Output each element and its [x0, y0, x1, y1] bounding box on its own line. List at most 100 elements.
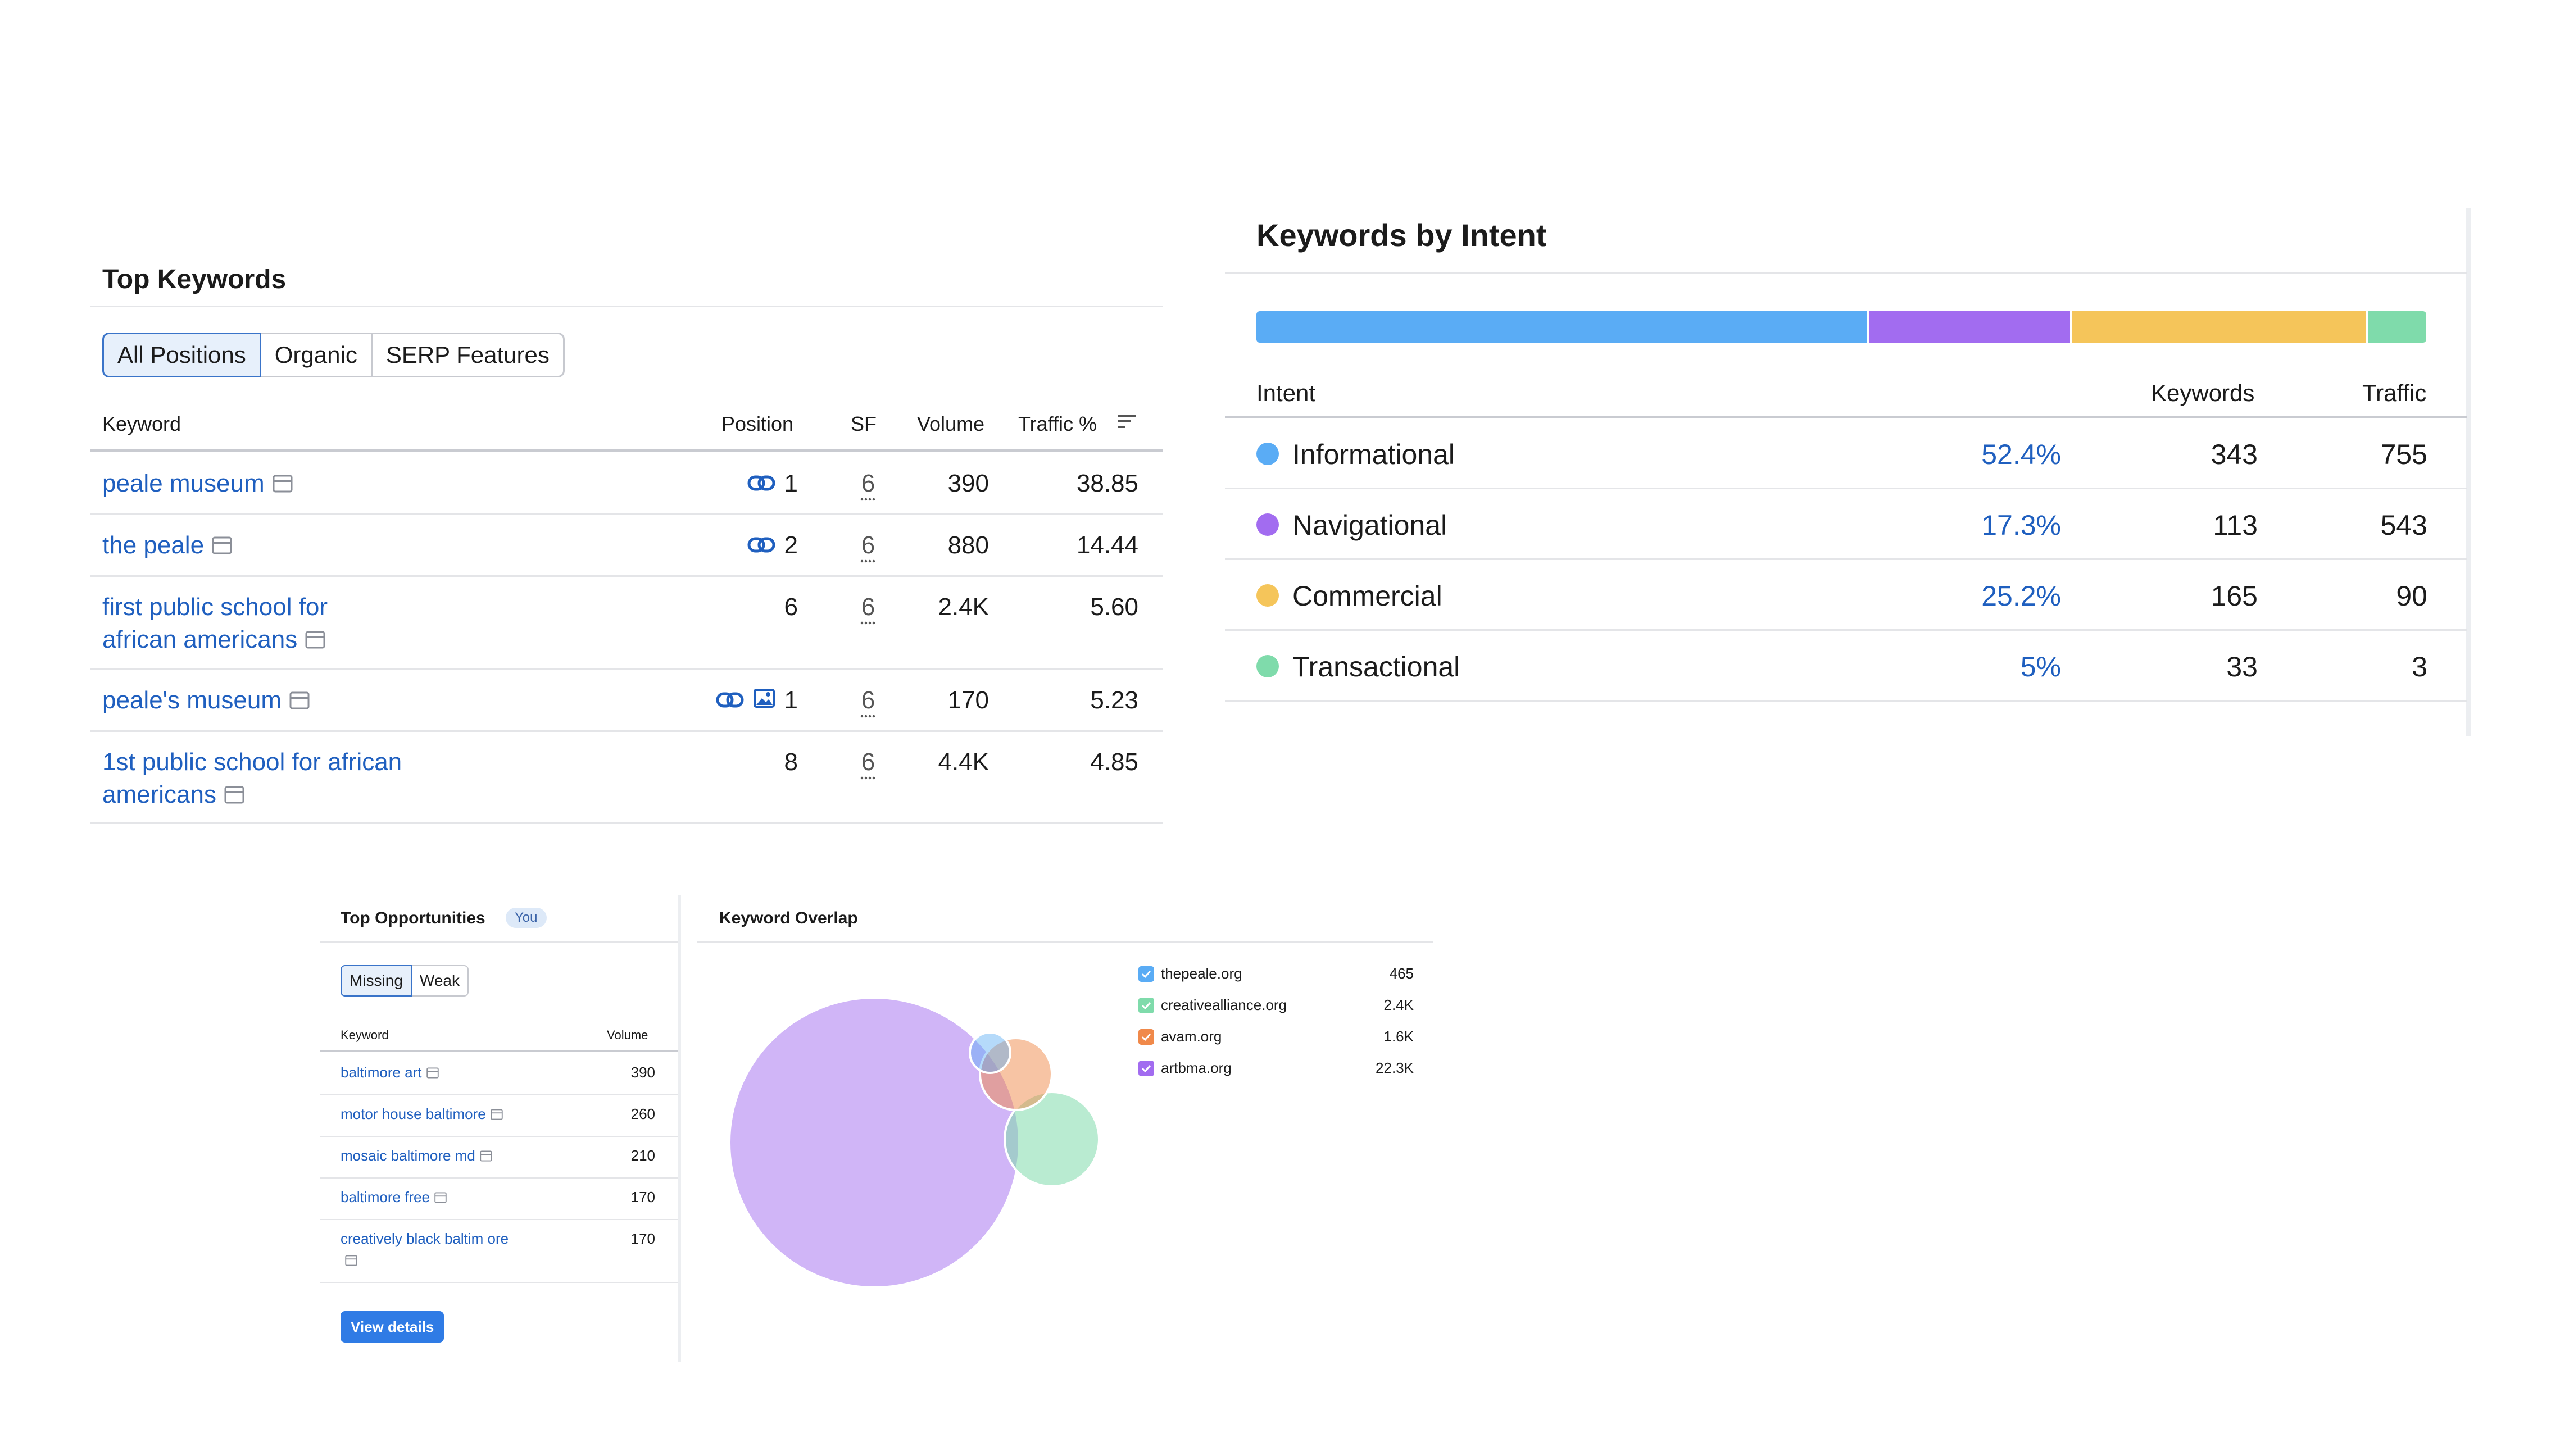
intent-traffic: 90	[2396, 580, 2427, 612]
intent-traffic: 543	[2380, 509, 2427, 541]
commercial-dot-icon	[1256, 584, 1279, 607]
checkbox-icon[interactable]	[1138, 1029, 1154, 1045]
sf-count[interactable]: 6	[861, 748, 875, 776]
traffic-value: 38.85	[1076, 470, 1138, 497]
keyword-link[interactable]: baltimore free	[341, 1189, 430, 1205]
intent-share[interactable]: 52.4%	[1981, 439, 2061, 470]
sf-count[interactable]: 6	[861, 593, 875, 621]
serp-snapshot-icon[interactable]	[273, 468, 293, 501]
volume-value: 170	[630, 1230, 655, 1247]
you-badge: You	[506, 908, 547, 928]
serp-snapshot-icon[interactable]	[434, 1187, 447, 1209]
intent-name: Transactional	[1292, 651, 1460, 683]
intent-bar-segment-transactional[interactable]	[2368, 311, 2426, 343]
intent-bar-segment-informational[interactable]	[1256, 311, 1867, 343]
table-row: peale museum 1 6 390 38.85	[90, 452, 1163, 515]
intent-keywords: 165	[2211, 580, 2258, 612]
serp-snapshot-icon[interactable]	[426, 1063, 439, 1084]
sort-icon[interactable]	[1116, 410, 1138, 438]
table-row: peale's museum 1 6 170 5.23	[90, 668, 1163, 732]
keyword-cell: the peale	[102, 529, 496, 563]
position-filter-tabs: All Positions Organic SERP Features	[102, 333, 565, 377]
position-value: 8	[784, 748, 798, 776]
checkbox-icon[interactable]	[1138, 1061, 1154, 1076]
informational-dot-icon	[1256, 443, 1279, 465]
table-header: Intent Keywords Traffic	[1225, 376, 2467, 418]
intent-traffic: 3	[2412, 651, 2427, 683]
checkbox-icon[interactable]	[1138, 998, 1154, 1013]
venn-circle-creativealliance[interactable]	[1004, 1091, 1100, 1187]
sf-count[interactable]: 6	[861, 531, 875, 559]
venn-circle-thepeale[interactable]	[969, 1031, 1011, 1074]
tab-serp-features[interactable]: SERP Features	[370, 333, 565, 377]
intent-row: Transactional 5% 33 3	[1225, 630, 2467, 702]
legend-domain: avam.org	[1161, 1028, 1222, 1045]
link-icon	[747, 467, 775, 500]
intent-share[interactable]: 5%	[2020, 651, 2061, 683]
tab-missing[interactable]: Missing	[341, 965, 412, 997]
table-row: the peale 2 6 880 14.44	[90, 513, 1163, 577]
position-cell: 1	[747, 467, 798, 500]
tab-weak[interactable]: Weak	[410, 965, 469, 997]
intent-name: Informational	[1292, 439, 1455, 470]
intent-bar-segment-commercial[interactable]	[2072, 311, 2366, 343]
volume-value: 260	[630, 1105, 655, 1122]
tab-organic[interactable]: Organic	[259, 333, 373, 377]
keyword-link[interactable]: first public school for african american…	[102, 593, 328, 653]
keyword-cell: peale museum	[102, 467, 496, 501]
intent-row: Commercial 25.2% 165 90	[1225, 559, 2467, 631]
view-details-button[interactable]: View details	[341, 1311, 444, 1343]
serp-snapshot-icon[interactable]	[305, 625, 325, 657]
traffic-value: 14.44	[1076, 531, 1138, 559]
legend-item[interactable]: artbma.org 22.3K	[1138, 1057, 1414, 1080]
intent-share[interactable]: 25.2%	[1981, 580, 2061, 612]
divider	[90, 306, 1163, 307]
serp-snapshot-icon[interactable]	[289, 685, 310, 718]
keyword-link[interactable]: 1st public school for african americans	[102, 748, 402, 808]
panel-divider	[678, 895, 681, 1362]
keyword-overlap-panel: Keyword Overlap thepeale.org 465 creativ…	[697, 895, 1433, 1362]
volume-value: 4.4K	[938, 748, 989, 776]
keyword-link[interactable]: baltimore art	[341, 1064, 422, 1081]
serp-snapshot-icon[interactable]	[224, 780, 244, 812]
legend-domain: artbma.org	[1161, 1059, 1232, 1076]
scrollbar-track	[2466, 208, 2471, 736]
table-header: Keyword Volume	[320, 1027, 678, 1052]
overlap-venn-diagram	[728, 997, 1100, 1289]
keyword-link[interactable]: peale's museum	[102, 686, 282, 714]
volume-value: 170	[630, 1189, 655, 1205]
keyword-link[interactable]: peale museum	[102, 470, 265, 497]
serp-snapshot-icon[interactable]	[212, 530, 232, 563]
serp-snapshot-icon[interactable]	[480, 1146, 492, 1167]
sf-count[interactable]: 6	[861, 686, 875, 714]
keyword-link[interactable]: motor house baltimore	[341, 1105, 486, 1122]
column-volume: Volume	[607, 1028, 648, 1042]
legend-item[interactable]: thepeale.org 465	[1138, 963, 1414, 985]
serp-snapshot-icon[interactable]	[345, 1250, 357, 1272]
position-value: 1	[784, 686, 798, 714]
sf-count[interactable]: 6	[861, 470, 875, 497]
intent-row: Informational 52.4% 343 755	[1225, 418, 2467, 489]
keyword-link[interactable]: the peale	[102, 531, 205, 559]
intent-share[interactable]: 17.3%	[1981, 509, 2061, 541]
checkbox-icon[interactable]	[1138, 966, 1154, 982]
legend-item[interactable]: creativealliance.org 2.4K	[1138, 994, 1414, 1017]
tab-all-positions[interactable]: All Positions	[102, 333, 261, 377]
intent-row: Navigational 17.3% 113 543	[1225, 489, 2467, 560]
traffic-value: 5.60	[1090, 593, 1138, 621]
venn-circle-avam[interactable]	[979, 1037, 1053, 1111]
column-keyword: Keyword	[102, 412, 181, 435]
keyword-cell: peale's museum	[102, 684, 496, 718]
intent-keywords: 33	[2226, 651, 2258, 683]
keyword-cell: baltimore art	[341, 1062, 526, 1084]
legend-item[interactable]: avam.org 1.6K	[1138, 1026, 1414, 1048]
column-traffic[interactable]: Traffic %	[1018, 412, 1097, 435]
keyword-link[interactable]: mosaic baltimore md	[341, 1147, 475, 1164]
serp-snapshot-icon[interactable]	[490, 1104, 503, 1126]
top-opportunities-panel: Top Opportunities You Missing Weak Keywo…	[320, 895, 681, 1362]
link-icon	[716, 684, 744, 717]
intent-name: Commercial	[1292, 580, 1442, 612]
keyword-cell: first public school for african american…	[102, 591, 372, 657]
intent-bar-segment-navigational[interactable]	[1868, 311, 2071, 343]
keyword-link[interactable]: creatively black baltim ore	[341, 1230, 509, 1247]
